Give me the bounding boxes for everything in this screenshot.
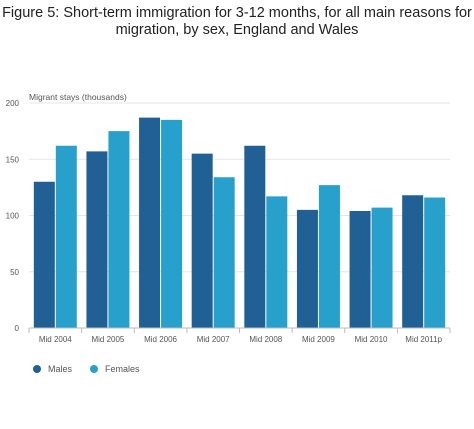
x-tick-label: Mid 2005 bbox=[91, 335, 124, 344]
chart-title: Figure 5: Short-term immigration for 3-1… bbox=[0, 5, 474, 39]
x-tick-label: Mid 2007 bbox=[197, 335, 230, 344]
legend-item-males: Males bbox=[33, 364, 72, 374]
x-tick-label: Mid 2010 bbox=[355, 335, 388, 344]
bar-males-mid-2004 bbox=[33, 181, 55, 328]
y-tick-label: 50 bbox=[10, 268, 19, 277]
x-tick-label: Mid 2008 bbox=[249, 335, 282, 344]
chart-title-line-1: Figure 5: Short-term immigration for 3-1… bbox=[2, 5, 472, 21]
legend-swatch bbox=[90, 365, 99, 373]
bars bbox=[33, 117, 446, 328]
legend-label: Females bbox=[105, 364, 140, 374]
legend: Males Females bbox=[33, 364, 158, 374]
bar-males-mid-2006 bbox=[139, 117, 161, 328]
bar-males-mid-2011p bbox=[402, 195, 424, 328]
x-tick-label: Mid 2004 bbox=[39, 335, 72, 344]
bar-females-mid-2007 bbox=[213, 177, 235, 328]
bar-females-mid-2008 bbox=[266, 196, 288, 328]
bar-males-mid-2009 bbox=[296, 209, 318, 328]
bar-males-mid-2005 bbox=[86, 151, 108, 328]
bar-males-mid-2007 bbox=[191, 153, 213, 328]
x-tick-label: Mid 2006 bbox=[144, 335, 177, 344]
bar-females-mid-2006 bbox=[161, 119, 183, 328]
x-tick-label: Mid 2011p bbox=[405, 335, 442, 344]
bar-females-mid-2011p bbox=[424, 197, 446, 328]
bar-males-mid-2010 bbox=[349, 211, 371, 328]
bar-females-mid-2004 bbox=[55, 145, 77, 328]
legend-swatch bbox=[33, 365, 41, 373]
y-tick-label: 100 bbox=[6, 212, 20, 221]
y-axis-label: Migrant stays (thousands) bbox=[29, 92, 127, 102]
axes: 0 50 100 150 200 Mid 2004 Mid 2005 Mid 2006 Mid … bbox=[6, 99, 451, 344]
bar-females-mid-2005 bbox=[108, 131, 130, 328]
y-tick-label: 150 bbox=[6, 155, 20, 164]
bar-males-mid-2008 bbox=[244, 145, 266, 328]
y-tick-label: 0 bbox=[15, 324, 20, 333]
y-tick-label: 200 bbox=[6, 99, 20, 108]
chart-title-line-2: migration, by sex, England and Wales bbox=[115, 22, 359, 38]
legend-label: Males bbox=[48, 364, 73, 374]
legend-item-females: Females bbox=[90, 364, 140, 374]
x-tick-label: Mid 2009 bbox=[302, 335, 335, 344]
bar-females-mid-2010 bbox=[371, 207, 393, 328]
bar-females-mid-2009 bbox=[318, 185, 340, 328]
